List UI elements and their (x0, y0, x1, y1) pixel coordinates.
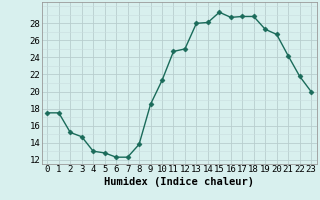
X-axis label: Humidex (Indice chaleur): Humidex (Indice chaleur) (104, 177, 254, 187)
